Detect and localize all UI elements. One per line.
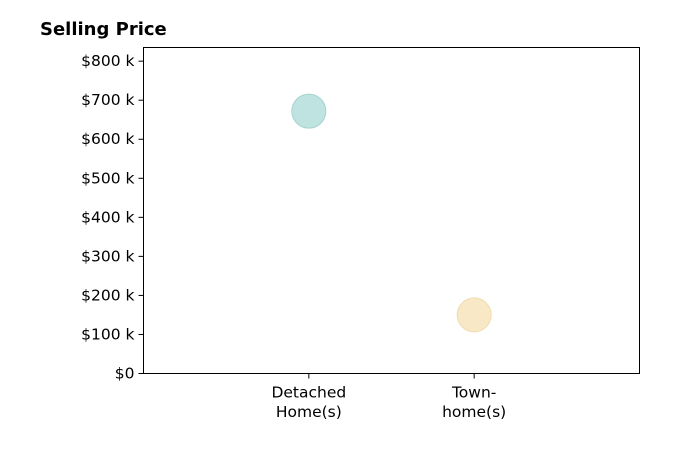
plot-frame <box>143 47 640 374</box>
y-tick-label: $100 k <box>81 325 134 343</box>
data-point-0 <box>291 93 327 129</box>
y-tick-label: $800 k <box>81 52 134 70</box>
x-tick-label: Detached <box>271 384 346 402</box>
y-tick-label: $600 k <box>81 130 134 148</box>
points-layer <box>291 93 492 333</box>
x-tick-label: Town- <box>451 384 496 402</box>
y-tick-label: $500 k <box>81 169 134 187</box>
y-tick-label: $400 k <box>81 208 134 226</box>
chart-title: Selling Price <box>40 19 167 40</box>
y-tick-label: $200 k <box>81 286 134 304</box>
y-tick-label: $300 k <box>81 247 134 265</box>
x-tick-label: home(s) <box>442 403 506 421</box>
y-axis: $0 $100 k $200 k $300 k $400 k $500 k $600 k $7… <box>81 52 144 383</box>
data-point-1 <box>456 297 492 333</box>
y-tick-label: $0 <box>115 365 135 383</box>
x-tick-label: Home(s) <box>276 403 342 421</box>
y-tick-label: $700 k <box>81 91 134 109</box>
